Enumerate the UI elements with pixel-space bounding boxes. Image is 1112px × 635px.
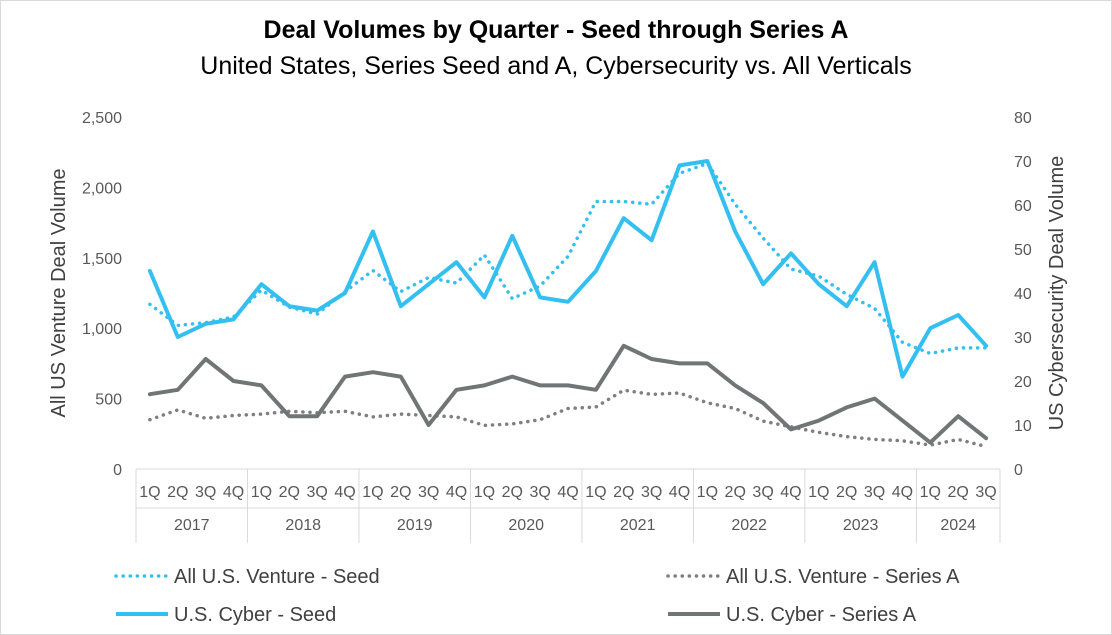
x-quarter-label: 1Q <box>920 484 941 501</box>
series-line-u-s-cyber-series-a <box>147 343 989 445</box>
y-right-tick-label: 30 <box>1014 330 1032 347</box>
x-quarter-label: 2Q <box>613 484 634 501</box>
legend-label: U.S. Cyber - Series A <box>726 604 917 626</box>
y-left-tick-label: 1,500 <box>82 251 122 268</box>
x-quarter-label: 1Q <box>808 484 829 501</box>
x-year-label: 2019 <box>397 517 433 534</box>
x-year-label: 2017 <box>174 517 210 534</box>
x-quarter-label: 2Q <box>836 484 857 501</box>
x-quarter-label: 3Q <box>418 484 439 501</box>
y-left-tick-label: 2,000 <box>82 180 122 197</box>
series-line-u-s-cyber-seed <box>147 159 989 379</box>
x-quarter-label: 2Q <box>725 484 746 501</box>
x-quarter-label: 1Q <box>139 484 160 501</box>
series-line-all-u-s-venture-seed <box>148 161 988 356</box>
y-left-axis-title: All US Venture Deal Volume <box>48 168 70 417</box>
x-quarter-label: 3Q <box>306 484 327 501</box>
y-left-tick-label: 2,500 <box>82 110 122 127</box>
x-quarter-label: 3Q <box>864 484 885 501</box>
x-quarter-label: 2Q <box>167 484 188 501</box>
x-quarter-label: 1Q <box>251 484 272 501</box>
x-year-label: 2024 <box>940 517 976 534</box>
x-year-label: 2018 <box>285 517 321 534</box>
x-quarter-label: 4Q <box>223 484 244 501</box>
y-right-tick-label: 50 <box>1014 242 1032 259</box>
x-quarter-label: 3Q <box>529 484 550 501</box>
legend-label: U.S. Cyber - Seed <box>174 604 336 626</box>
x-quarter-label: 1Q <box>585 484 606 501</box>
y-left-tick-label: 500 <box>95 392 122 409</box>
x-quarter-label: 4Q <box>780 484 801 501</box>
y-left-tick-label: 1,000 <box>82 321 122 338</box>
x-year-label: 2023 <box>843 517 879 534</box>
y-right-tick-label: 80 <box>1014 110 1032 127</box>
x-quarter-label: 2Q <box>390 484 411 501</box>
chart-subtitle: United States, Series Seed and A, Cybers… <box>200 52 912 80</box>
x-quarter-label: 1Q <box>362 484 383 501</box>
x-year-label: 2020 <box>508 517 544 534</box>
legend-label: All U.S. Venture - Series A <box>726 566 960 588</box>
x-quarter-label: 4Q <box>446 484 467 501</box>
x-quarter-label: 3Q <box>752 484 773 501</box>
x-quarter-label: 1Q <box>697 484 718 501</box>
x-quarter-label: 4Q <box>334 484 355 501</box>
x-quarter-label: 4Q <box>669 484 690 501</box>
y-right-tick-label: 10 <box>1014 418 1032 435</box>
x-quarter-label: 1Q <box>474 484 495 501</box>
x-year-label: 2022 <box>731 517 767 534</box>
y-right-tick-label: 0 <box>1014 462 1023 479</box>
y-right-axis-title: US Cybersecurity Deal Volume <box>1046 156 1068 431</box>
x-year-label: 2021 <box>620 517 656 534</box>
x-quarter-label: 4Q <box>892 484 913 501</box>
x-quarter-label: 2Q <box>279 484 300 501</box>
x-quarter-label: 3Q <box>975 484 996 501</box>
series-line-all-u-s-venture-series-a <box>148 388 988 449</box>
y-right-tick-label: 40 <box>1014 286 1032 303</box>
y-right-tick-label: 70 <box>1014 154 1032 171</box>
chart-title: Deal Volumes by Quarter - Seed through S… <box>263 16 849 44</box>
y-right-tick-label: 20 <box>1014 374 1032 391</box>
x-quarter-label: 2Q <box>948 484 969 501</box>
x-quarter-label: 2Q <box>502 484 523 501</box>
y-right-tick-label: 60 <box>1014 198 1032 215</box>
x-quarter-label: 3Q <box>195 484 216 501</box>
y-left-tick-label: 0 <box>113 462 122 479</box>
x-quarter-label: 4Q <box>557 484 578 501</box>
x-quarter-label: 3Q <box>641 484 662 501</box>
legend-label: All U.S. Venture - Seed <box>174 566 380 588</box>
